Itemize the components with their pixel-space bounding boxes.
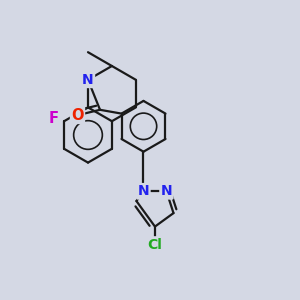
Text: Cl: Cl xyxy=(148,238,162,252)
Text: F: F xyxy=(49,111,58,126)
Text: N: N xyxy=(82,73,94,87)
Text: N: N xyxy=(138,184,149,198)
Text: O: O xyxy=(71,108,84,123)
Text: N: N xyxy=(160,184,172,198)
